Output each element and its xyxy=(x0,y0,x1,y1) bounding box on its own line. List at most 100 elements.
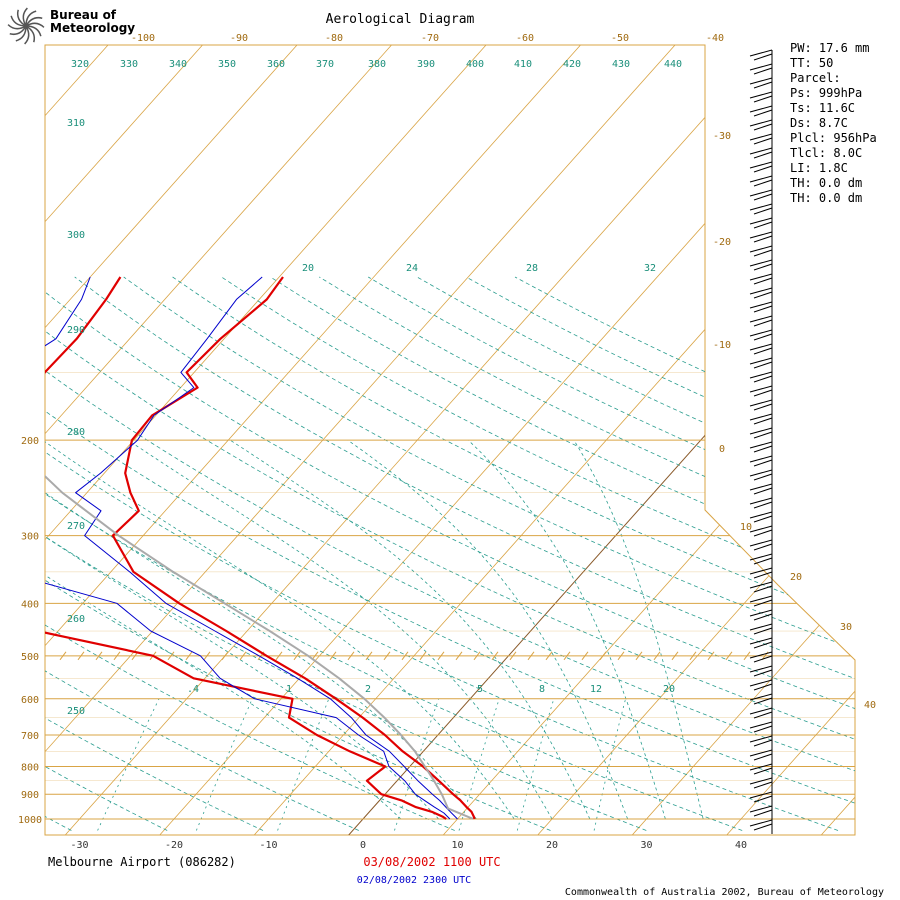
hatch-mark xyxy=(113,651,121,661)
barb-flag xyxy=(749,609,773,617)
pressure-tick-label: 800 xyxy=(21,762,39,773)
series-temperature-2 xyxy=(75,276,458,820)
top-temp-tick: -70 xyxy=(421,33,439,44)
barb-flag xyxy=(749,329,773,337)
plot-area xyxy=(45,45,855,835)
info-line: PW: 17.6 mm xyxy=(790,41,869,55)
pressure-tick-label: 300 xyxy=(21,532,39,543)
barb-flag xyxy=(753,123,773,131)
pressure-tick-label: 1000 xyxy=(18,815,42,826)
barb-flag xyxy=(749,175,773,183)
barb-flag xyxy=(749,77,773,85)
hatch-mark xyxy=(95,651,103,661)
top-temp-tick: -100 xyxy=(131,33,155,44)
hatch-mark xyxy=(347,651,355,661)
barb-flag xyxy=(753,529,773,537)
wind-barbs xyxy=(749,49,773,834)
swirl-icon xyxy=(7,7,45,45)
dry-adiabat xyxy=(45,276,359,831)
theta-label: 390 xyxy=(417,59,435,70)
theta-label: 440 xyxy=(664,59,682,70)
mixing-ratio-line xyxy=(196,698,253,831)
barb-flag xyxy=(753,109,773,117)
barb-flag xyxy=(753,319,773,327)
time-primary: 03/08/2002 1100 UTC xyxy=(363,855,500,869)
barb-flag xyxy=(753,739,773,747)
swirl-stroke xyxy=(25,25,36,43)
isotherm-line xyxy=(45,45,203,835)
barb-flag xyxy=(749,665,773,673)
logo-line1: Bureau of xyxy=(50,8,117,22)
barb-flag xyxy=(749,777,773,785)
dry-adiabat xyxy=(45,276,455,831)
barb-flag xyxy=(753,347,773,355)
barb-flag xyxy=(749,693,773,701)
pressure-tick-label: 900 xyxy=(21,790,39,801)
right-temp-tick: -20 xyxy=(713,237,731,248)
mixing-ratio-label: 2 xyxy=(365,684,371,695)
hatch-mark xyxy=(473,651,481,661)
barb-flag xyxy=(749,217,773,225)
mixing-ratio-label: .4 xyxy=(187,684,199,695)
hatch-mark xyxy=(635,651,643,661)
barb-flag xyxy=(753,151,773,159)
hatch-mark xyxy=(329,651,337,661)
barb-flag xyxy=(753,557,773,565)
pressure-tick-label: 600 xyxy=(21,695,39,706)
pressure-tick-label: 400 xyxy=(21,599,39,610)
info-line: Ts: 11.6C xyxy=(790,101,855,115)
moist-label: 28 xyxy=(526,263,538,274)
barb-flag xyxy=(749,553,773,561)
barb-flag xyxy=(753,669,773,677)
hatch-mark xyxy=(203,651,211,661)
swirl-stroke xyxy=(22,7,28,27)
barb-flag xyxy=(749,357,773,365)
theta-label: 330 xyxy=(120,59,138,70)
theta-label: 270 xyxy=(67,521,85,532)
barb-flag xyxy=(753,767,773,775)
barb-flag xyxy=(753,459,773,467)
mixing-ratio-line xyxy=(394,698,440,831)
barb-flag xyxy=(753,165,773,173)
barb-flag xyxy=(753,431,773,439)
theta-label: 400 xyxy=(466,59,484,70)
moist-label: 32 xyxy=(644,263,656,274)
lower-right-temp-tick: 20 xyxy=(790,572,802,583)
hatch-mark xyxy=(689,651,697,661)
barb-flag xyxy=(753,571,773,579)
dry-adiabat xyxy=(45,276,855,831)
dry-adiabat xyxy=(45,276,839,831)
barb-flag xyxy=(753,711,773,719)
barb-flag xyxy=(753,193,773,201)
theta-label: 300 xyxy=(67,230,85,241)
hatch-mark xyxy=(617,651,625,661)
hatch-mark xyxy=(293,651,301,661)
barb-flag xyxy=(749,119,773,127)
moist-adiabat xyxy=(230,439,591,820)
logo-line2: Meteorology xyxy=(50,21,135,35)
barb-flag xyxy=(749,301,773,309)
pressure-tick-label: 500 xyxy=(21,652,39,663)
barb-flag xyxy=(749,567,773,575)
hatch-mark xyxy=(401,651,409,661)
moist-label: 20 xyxy=(302,263,314,274)
dry-adiabat xyxy=(45,276,855,831)
bottom-temp-tick: -20 xyxy=(165,840,183,851)
barb-flag xyxy=(753,81,773,89)
hatch-mark xyxy=(365,651,373,661)
barb-flag xyxy=(753,221,773,229)
dry-adiabat xyxy=(45,276,168,831)
barb-flag xyxy=(749,469,773,477)
mixing-ratio-line xyxy=(516,698,555,831)
barb-flag xyxy=(749,413,773,421)
barb-flag xyxy=(749,819,773,827)
hatch-mark xyxy=(437,651,445,661)
mixing-ratio-label: 20 xyxy=(663,684,675,695)
hatch-mark xyxy=(221,651,229,661)
bottom-temp-tick: -30 xyxy=(70,840,88,851)
theta-label: 260 xyxy=(67,614,85,625)
swirl-stroke xyxy=(16,9,27,27)
